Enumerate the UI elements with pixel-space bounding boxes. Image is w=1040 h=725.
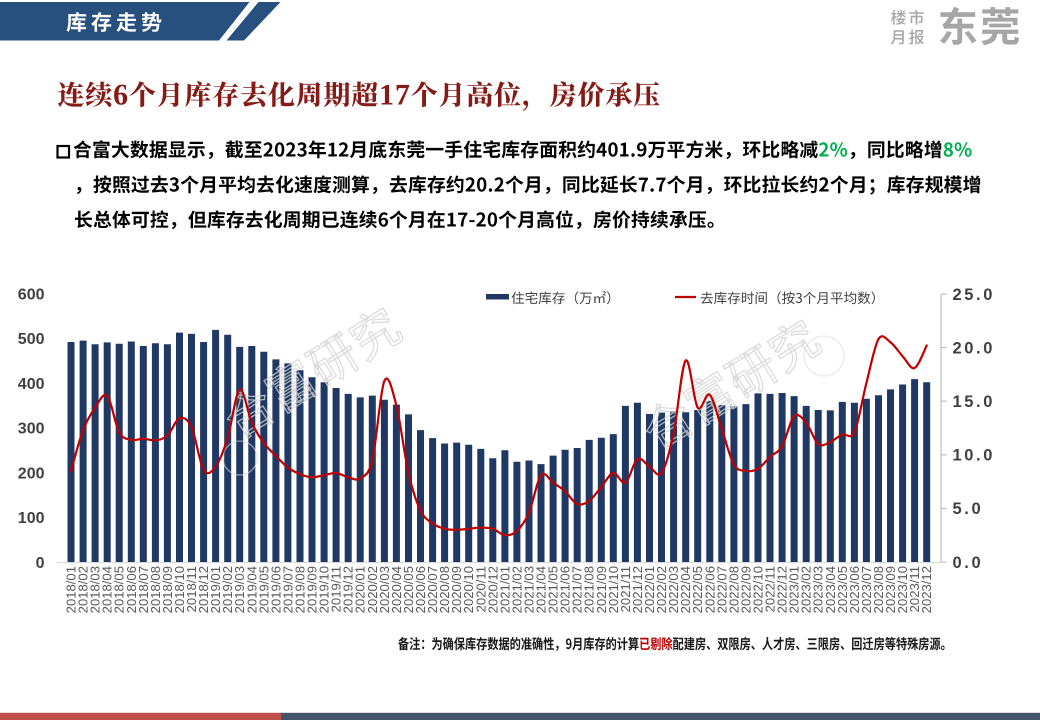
svg-text:2022/08: 2022/08 bbox=[726, 566, 741, 613]
svg-text:2018/10: 2018/10 bbox=[172, 566, 187, 613]
svg-text:15.0: 15.0 bbox=[953, 393, 996, 411]
svg-text:2019/09: 2019/09 bbox=[305, 566, 320, 613]
svg-text:2021/01: 2021/01 bbox=[497, 566, 512, 613]
svg-text:2018/07: 2018/07 bbox=[136, 566, 151, 613]
svg-text:2021/03: 2021/03 bbox=[522, 566, 537, 613]
svg-text:2023/11: 2023/11 bbox=[907, 566, 922, 612]
svg-text:2018/06: 2018/06 bbox=[124, 566, 139, 613]
svg-text:2022/03: 2022/03 bbox=[666, 566, 681, 613]
svg-text:2018/04: 2018/04 bbox=[100, 566, 115, 613]
svg-text:2023/07: 2023/07 bbox=[859, 566, 874, 613]
svg-text:2023/10: 2023/10 bbox=[895, 566, 910, 613]
svg-text:2022/06: 2022/06 bbox=[702, 566, 717, 613]
svg-text:500: 500 bbox=[18, 331, 45, 348]
svg-text:2022/05: 2022/05 bbox=[690, 566, 705, 613]
svg-text:2022/09: 2022/09 bbox=[738, 566, 753, 613]
svg-text:2021/07: 2021/07 bbox=[570, 566, 585, 613]
svg-text:2022/02: 2022/02 bbox=[654, 566, 669, 613]
svg-text:2019/02: 2019/02 bbox=[220, 566, 235, 613]
svg-text:2019/04: 2019/04 bbox=[244, 566, 259, 613]
svg-text:2020/06: 2020/06 bbox=[413, 566, 428, 613]
svg-text:0: 0 bbox=[36, 555, 45, 572]
svg-text:2019/01: 2019/01 bbox=[208, 566, 223, 613]
svg-text:2020/01: 2020/01 bbox=[353, 566, 368, 613]
svg-text:100: 100 bbox=[18, 510, 45, 527]
svg-text:20.0: 20.0 bbox=[953, 339, 996, 357]
svg-text:2021/06: 2021/06 bbox=[558, 566, 573, 613]
svg-text:2018/09: 2018/09 bbox=[160, 566, 175, 613]
svg-text:2019/08: 2019/08 bbox=[293, 566, 308, 613]
svg-text:2019/07: 2019/07 bbox=[280, 566, 295, 613]
svg-text:2021/12: 2021/12 bbox=[630, 566, 645, 613]
svg-text:2020/08: 2020/08 bbox=[437, 566, 452, 613]
svg-text:2020/03: 2020/03 bbox=[377, 566, 392, 613]
svg-text:2018/08: 2018/08 bbox=[148, 566, 163, 613]
svg-text:2023/06: 2023/06 bbox=[847, 566, 862, 613]
svg-text:2021/05: 2021/05 bbox=[546, 566, 561, 613]
svg-text:2020/10: 2020/10 bbox=[461, 566, 476, 613]
svg-text:2023/12: 2023/12 bbox=[919, 566, 934, 613]
svg-text:2022/11: 2022/11 bbox=[763, 566, 778, 612]
svg-text:2020/09: 2020/09 bbox=[449, 566, 464, 613]
svg-text:5.0: 5.0 bbox=[953, 500, 984, 518]
svg-text:2018/03: 2018/03 bbox=[88, 566, 103, 613]
svg-text:2020/07: 2020/07 bbox=[425, 566, 440, 613]
svg-text:10.0: 10.0 bbox=[953, 447, 996, 465]
svg-text:2023/09: 2023/09 bbox=[883, 566, 898, 613]
svg-text:2023/05: 2023/05 bbox=[835, 566, 850, 613]
svg-text:2019/11: 2019/11 bbox=[329, 566, 344, 612]
svg-text:2018/11: 2018/11 bbox=[184, 566, 199, 612]
svg-text:2018/05: 2018/05 bbox=[112, 566, 127, 613]
svg-text:300: 300 bbox=[18, 421, 45, 438]
svg-text:2018/02: 2018/02 bbox=[76, 566, 91, 613]
svg-text:2022/04: 2022/04 bbox=[678, 566, 693, 613]
svg-text:2019/06: 2019/06 bbox=[268, 566, 283, 613]
svg-text:2022/10: 2022/10 bbox=[751, 566, 766, 613]
svg-text:2022/12: 2022/12 bbox=[775, 566, 790, 613]
svg-text:2019/05: 2019/05 bbox=[256, 566, 271, 613]
svg-text:2021/04: 2021/04 bbox=[534, 566, 549, 613]
svg-text:2020/11: 2020/11 bbox=[473, 566, 488, 612]
svg-text:2020/05: 2020/05 bbox=[401, 566, 416, 613]
svg-text:2020/12: 2020/12 bbox=[485, 566, 500, 613]
svg-text:2023/03: 2023/03 bbox=[811, 566, 826, 613]
svg-text:2020/04: 2020/04 bbox=[389, 566, 404, 613]
svg-text:25.0: 25.0 bbox=[953, 286, 996, 304]
svg-text:2021/02: 2021/02 bbox=[509, 566, 524, 613]
svg-text:2022/01: 2022/01 bbox=[642, 566, 657, 613]
svg-text:0.0: 0.0 bbox=[953, 554, 984, 572]
svg-text:2019/12: 2019/12 bbox=[341, 566, 356, 613]
svg-text:200: 200 bbox=[18, 465, 45, 482]
svg-text:2018/01: 2018/01 bbox=[64, 566, 79, 613]
svg-text:2019/10: 2019/10 bbox=[317, 566, 332, 613]
svg-text:2022/07: 2022/07 bbox=[714, 566, 729, 613]
svg-text:2023/02: 2023/02 bbox=[799, 566, 814, 613]
svg-text:2021/08: 2021/08 bbox=[582, 566, 597, 613]
svg-text:2020/02: 2020/02 bbox=[365, 566, 380, 613]
svg-text:2019/03: 2019/03 bbox=[232, 566, 247, 613]
svg-text:2018/12: 2018/12 bbox=[196, 566, 211, 613]
svg-text:600: 600 bbox=[18, 287, 45, 304]
svg-text:2021/09: 2021/09 bbox=[594, 566, 609, 613]
svg-text:400: 400 bbox=[18, 376, 45, 393]
svg-text:2023/08: 2023/08 bbox=[871, 566, 886, 613]
svg-text:2023/04: 2023/04 bbox=[823, 566, 838, 613]
svg-text:2023/01: 2023/01 bbox=[787, 566, 802, 613]
svg-text:2021/10: 2021/10 bbox=[606, 566, 621, 613]
svg-text:2021/11: 2021/11 bbox=[618, 566, 633, 612]
